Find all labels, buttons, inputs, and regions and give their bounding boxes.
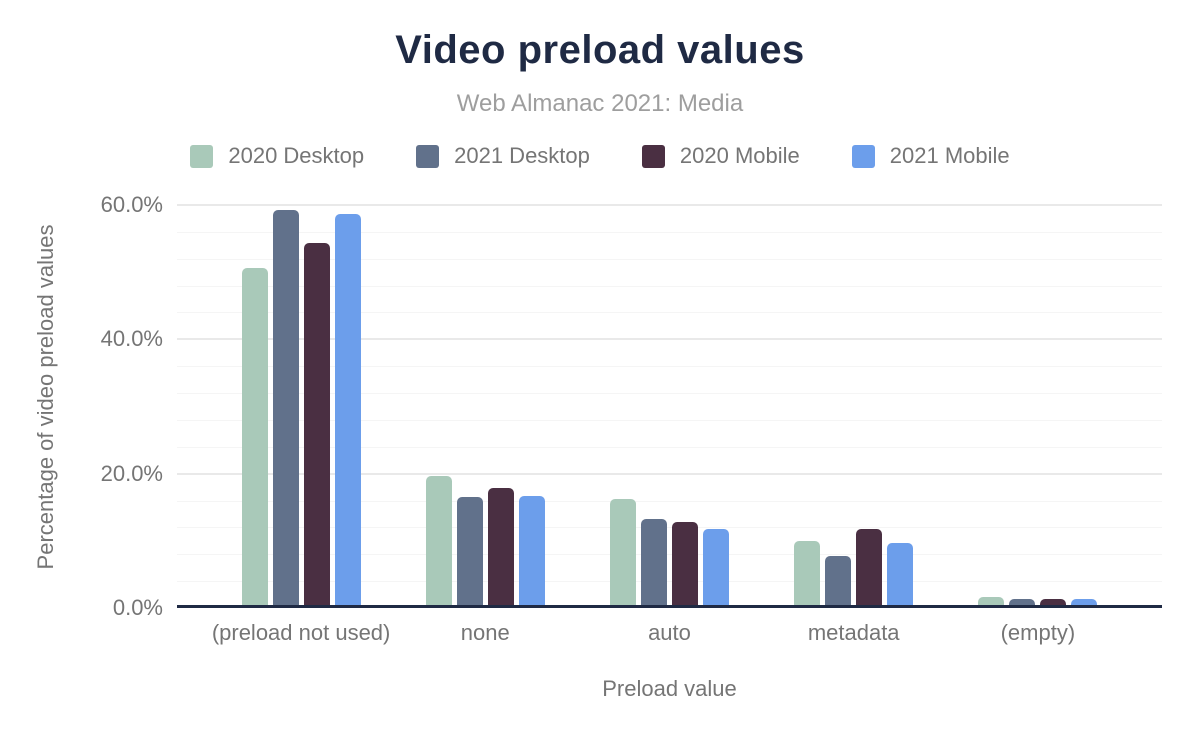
minor-gridline: [177, 231, 1162, 233]
bar-2020-mobile-empty[interactable]: [1040, 598, 1067, 608]
legend: 2020 Desktop 2021 Desktop 2020 Mobile 2021 …: [0, 143, 1200, 169]
bar-2021-desktop-metadata[interactable]: [825, 556, 852, 608]
bar-2021-mobile-metadata[interactable]: [887, 542, 914, 608]
legend-item-2021-desktop: 2021 Desktop: [416, 143, 590, 169]
legend-swatch-icon: [851, 144, 875, 168]
legend-swatch-icon: [190, 144, 214, 168]
legend-item-2020-desktop: 2020 Desktop: [190, 143, 364, 169]
minor-gridline: [177, 419, 1162, 421]
legend-item-2020-mobile: 2020 Mobile: [641, 143, 800, 169]
x-axis-title: Preload value: [602, 676, 737, 701]
x-category-label: metadata: [807, 620, 900, 645]
bar-2020-desktop-metadata[interactable]: [794, 540, 821, 608]
bar-2021-desktop-auto[interactable]: [641, 518, 667, 608]
legend-swatch-icon: [641, 144, 665, 168]
major-gridline: [177, 472, 1162, 475]
x-category-label: auto: [648, 620, 691, 645]
minor-gridline: [177, 500, 1162, 502]
bar-2021-mobile-none[interactable]: [518, 495, 545, 608]
x-category-label: (empty): [1000, 620, 1076, 645]
major-gridline: [177, 204, 1162, 206]
chart-title: Video preload values: [395, 28, 805, 72]
bar-2021-desktop-none[interactable]: [456, 496, 483, 608]
bar-2021-mobile-empty[interactable]: [1071, 598, 1098, 608]
chart-subtitle: Web Almanac 2021: Media: [456, 90, 744, 117]
x-axis-baseline: [177, 605, 1162, 608]
bar-2021-desktop-empty[interactable]: [1009, 599, 1036, 608]
bar-2021-mobile-auto[interactable]: [703, 528, 729, 608]
minor-gridline: [177, 393, 1162, 395]
legend-swatch-icon: [416, 144, 440, 168]
y-tick-label: 20.0%: [100, 460, 163, 486]
legend-label: 2020 Desktop: [228, 143, 365, 168]
bar-2020-mobile-metadata[interactable]: [856, 528, 883, 608]
bar-2020-desktop-empty[interactable]: [978, 596, 1005, 608]
minor-gridline: [177, 366, 1162, 368]
bar-2020-mobile-preload-not-used[interactable]: [303, 243, 330, 608]
minor-gridline: [177, 581, 1162, 583]
bar-2020-desktop-preload-not-used[interactable]: [241, 268, 268, 608]
legend-label: 2020 Mobile: [679, 143, 800, 168]
y-axis-title: Percentage of video preload values: [33, 224, 58, 570]
legend-item-2021-mobile: 2021 Mobile: [851, 143, 1010, 169]
x-category-label: (preload not used): [211, 620, 391, 645]
bar-2020-mobile-auto[interactable]: [672, 522, 698, 608]
major-gridline: [177, 338, 1162, 341]
bar-2020-mobile-none[interactable]: [487, 488, 514, 608]
minor-gridline: [177, 554, 1162, 556]
y-tick-label: 40.0%: [100, 326, 163, 352]
bar-2021-mobile-preload-not-used[interactable]: [334, 214, 361, 608]
bar-2020-desktop-auto[interactable]: [610, 498, 636, 608]
bar-2020-desktop-none[interactable]: [425, 475, 452, 608]
minor-gridline: [177, 312, 1162, 314]
minor-gridline: [177, 258, 1162, 260]
minor-gridline: [177, 285, 1162, 287]
y-tick-label: 60.0%: [100, 192, 163, 217]
legend-label: 2021 Desktop: [454, 143, 590, 168]
minor-gridline: [177, 446, 1162, 448]
x-category-label: none: [460, 620, 510, 645]
y-tick-label: 0.0%: [112, 595, 163, 620]
legend-label: 2021 Mobile: [889, 143, 1010, 168]
plot-area: [177, 186, 1162, 608]
bar-2021-desktop-preload-not-used[interactable]: [272, 210, 299, 608]
minor-gridline: [177, 527, 1162, 529]
